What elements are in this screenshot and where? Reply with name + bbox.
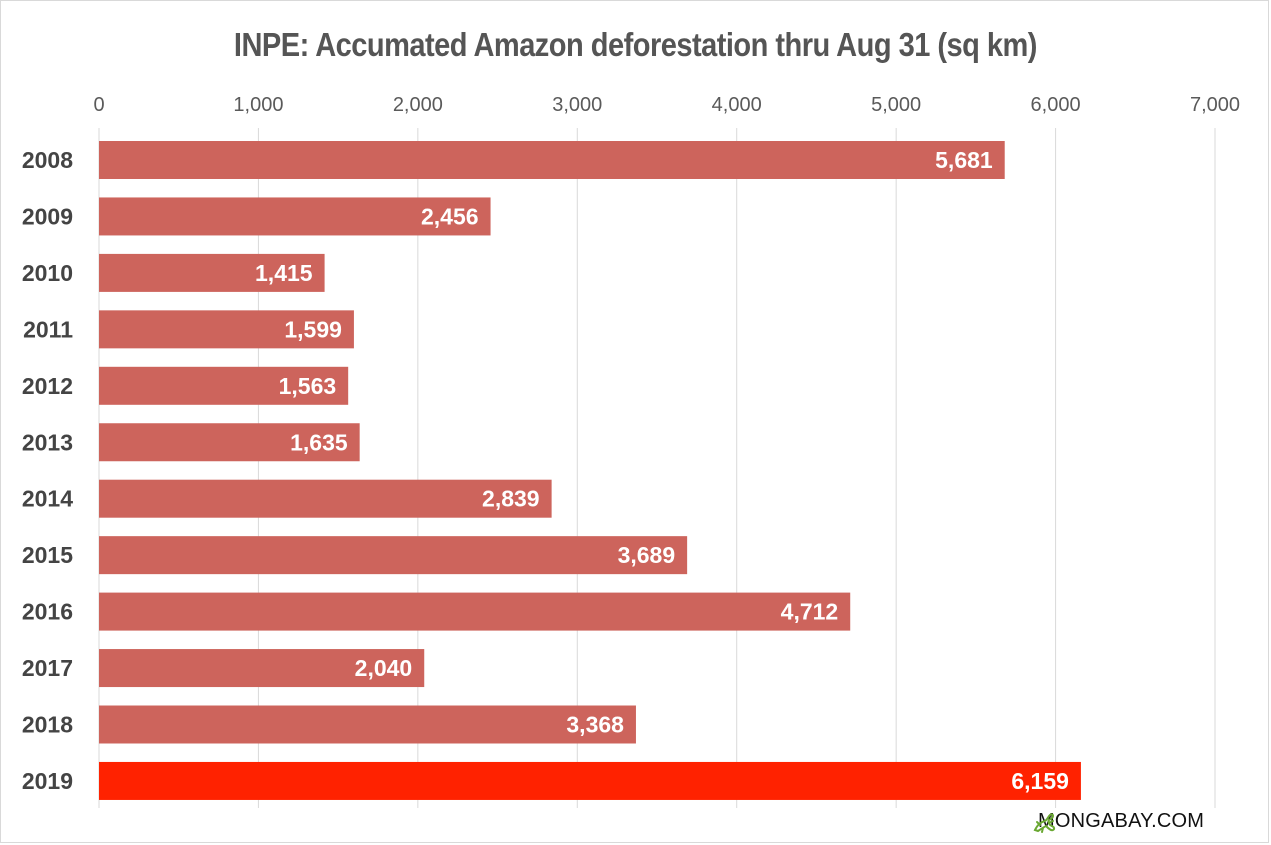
data-label: 1,415 (255, 260, 313, 286)
x-tick-label: 7,000 (1190, 94, 1240, 116)
bar-2012 (99, 366, 349, 405)
data-label: 3,368 (566, 712, 624, 738)
x-tick-label: 5,000 (871, 94, 921, 116)
bar-2014 (99, 479, 552, 518)
category-label: 2009 (22, 203, 73, 229)
bar-2017 (99, 649, 425, 688)
bar-2010 (99, 253, 325, 292)
gridlines (98, 128, 1216, 808)
data-label: 2,839 (482, 486, 540, 512)
category-label: 2015 (22, 542, 73, 568)
category-label: 2018 (22, 712, 73, 738)
category-labels: 2008 2009 2010 2011 2012 2013 2014 2015 2016 2017… (22, 147, 73, 794)
category-label: 2019 (22, 768, 73, 794)
x-tick-label: 0 (93, 94, 104, 116)
category-label: 2011 (23, 316, 73, 342)
mongabay-brand: MONGABAY.COM (1032, 810, 1204, 833)
mongabay-lizard-icon (1033, 813, 1056, 833)
data-label: 2,040 (355, 655, 413, 681)
bar-2015 (99, 536, 688, 575)
category-label: 2008 (22, 147, 73, 173)
category-label: 2016 (22, 599, 73, 625)
bar-2011 (99, 310, 354, 349)
category-label: 2014 (22, 486, 73, 512)
bar-2016 (99, 592, 851, 631)
data-label: 3,689 (618, 542, 676, 568)
data-labels: 5,681 2,456 1,415 1,599 1,563 1,635 2,839 3,689… (255, 147, 1069, 794)
category-label: 2013 (22, 429, 73, 455)
bar-2009 (99, 197, 491, 236)
data-label: 4,712 (781, 599, 839, 625)
x-tick-label: 6,000 (1031, 94, 1081, 116)
bars (99, 141, 1081, 800)
chart-title: INPE: Accumated Amazon deforestation thr… (233, 26, 1038, 63)
category-label: 2010 (22, 260, 73, 286)
bar-2013 (99, 423, 360, 462)
bar-2019 (99, 761, 1081, 800)
bar-2008 (99, 141, 1005, 179)
x-tick-label: 1,000 (233, 94, 283, 116)
x-tick-label: 4,000 (712, 94, 762, 116)
x-axis-ticks: 0 1,000 2,000 3,000 4,000 5,000 6,000 7,000 (93, 94, 1240, 116)
data-label: 1,635 (290, 429, 348, 455)
category-label: 2012 (22, 373, 73, 399)
data-label: 6,159 (1011, 768, 1069, 794)
data-label: 1,563 (279, 373, 337, 399)
data-label: 5,681 (935, 147, 993, 173)
bar-2018 (99, 705, 636, 744)
brand-text: MONGABAY.COM (1038, 810, 1205, 832)
x-tick-label: 2,000 (393, 94, 443, 116)
data-label: 2,456 (421, 203, 479, 229)
data-label: 1,599 (284, 316, 342, 342)
x-tick-label: 3,000 (552, 94, 602, 116)
category-label: 2017 (22, 655, 73, 681)
